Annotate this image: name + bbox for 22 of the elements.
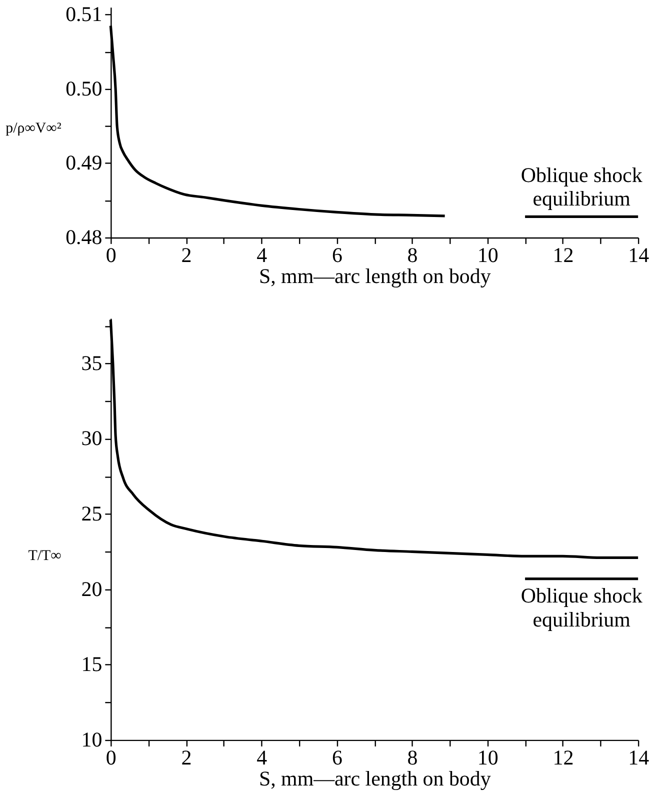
y-tick-label: 0.50 xyxy=(66,76,102,100)
y-tick-label: 15 xyxy=(81,652,102,676)
y-tick-label: 0.51 xyxy=(66,2,102,26)
series-label: Oblique shock equilibrium xyxy=(520,584,643,632)
x-tick-label: 0 xyxy=(106,745,116,770)
y-tick-label: 0.48 xyxy=(66,224,102,249)
y-tick-label: 10 xyxy=(81,727,102,752)
x-tick-label: 0 xyxy=(106,242,116,267)
y-tick-label: 25 xyxy=(81,502,102,526)
x-tick-label: 2 xyxy=(181,745,192,770)
y-tick-label: 35 xyxy=(81,350,102,375)
y-axis-title: p/ρ∞V∞² xyxy=(6,120,62,136)
y-tick-label: 30 xyxy=(81,426,102,450)
y-tick-label: 0.49 xyxy=(66,150,102,175)
series-label: Oblique shock equilibrium xyxy=(520,162,643,211)
x-tick-label: 12 xyxy=(552,745,574,770)
x-tick-label: 14 xyxy=(628,745,650,770)
x-tick-label: 2 xyxy=(181,242,192,267)
y-axis-title: T/T∞ xyxy=(28,548,62,564)
y-tick-label: 20 xyxy=(81,576,102,601)
x-tick-label: 12 xyxy=(552,242,574,267)
x-tick-label: 14 xyxy=(628,242,650,267)
